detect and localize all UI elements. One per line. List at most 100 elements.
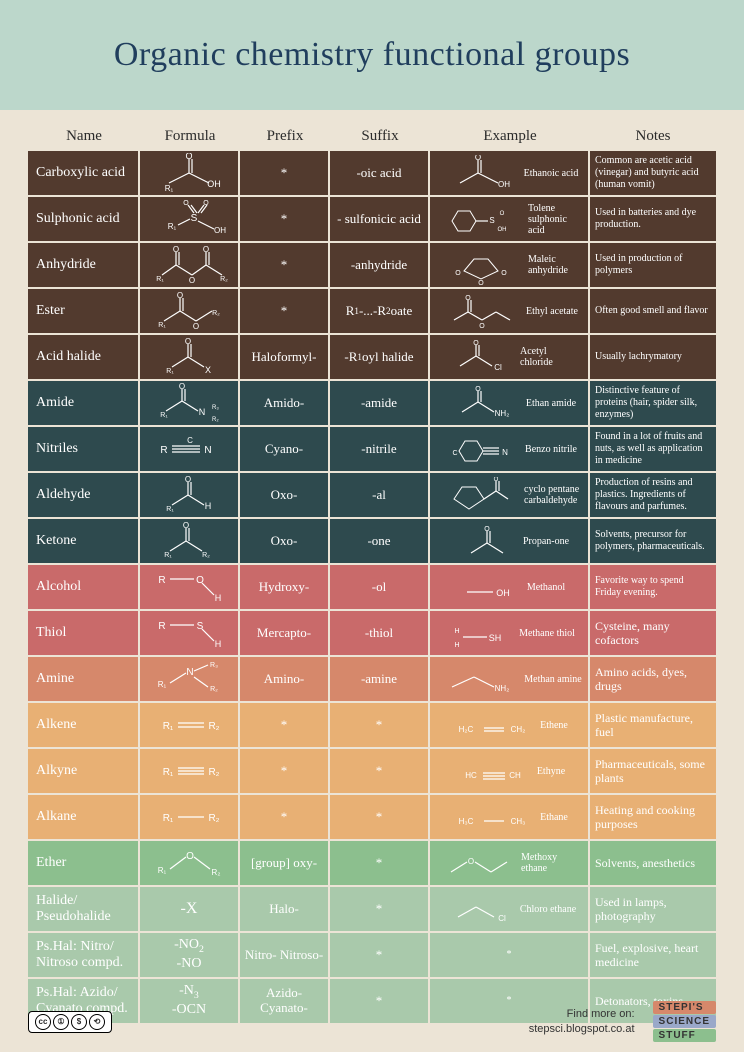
cell-suffix: -amide	[330, 381, 428, 425]
svg-text:H: H	[455, 628, 460, 635]
svg-text:O: O	[475, 155, 481, 162]
cell-prefix: Nitro- Nitroso-	[240, 933, 328, 977]
cell-example: OOOMaleic anhydride	[430, 243, 588, 287]
svg-text:R₁: R₁	[164, 552, 172, 559]
cell-suffix: -one	[330, 519, 428, 563]
cell-suffix: -anhydride	[330, 243, 428, 287]
cell-formula: R₁OOH	[140, 151, 238, 195]
cell-formula: R₁OR₂	[140, 841, 238, 885]
cell-formula: RCN	[140, 427, 238, 471]
title-banner: Organic chemistry functional groups	[0, 0, 744, 110]
svg-text:R₁: R₁	[158, 322, 166, 329]
table-row: AmineR₁NR₃R₂Amino--amineNH₂Methan amineA…	[28, 657, 716, 701]
svg-text:S: S	[191, 213, 198, 224]
cell-example: OOEthyl acetate	[430, 289, 588, 333]
table-row: AlkeneR₁R₂**H₂CCH₂EthenePlastic manufact…	[28, 703, 716, 747]
cell-notes: Heating and cooking purposes	[590, 795, 716, 839]
cell-suffix: -oic acid	[330, 151, 428, 195]
svg-text:O: O	[455, 270, 461, 277]
cell-prefix: [group] oxy-	[240, 841, 328, 885]
svg-text:R₁: R₁	[158, 680, 167, 689]
svg-text:HC: HC	[465, 771, 477, 780]
cell-name: Ester	[28, 289, 138, 333]
functional-groups-table: Name Formula Prefix Suffix Example Notes…	[0, 110, 744, 1031]
cell-formula: R₁NR₃R₂	[140, 657, 238, 701]
svg-text:R₁: R₁	[163, 813, 174, 824]
svg-text:H₃C: H₃C	[459, 817, 474, 826]
cell-example: *	[430, 933, 588, 977]
svg-text:H: H	[205, 501, 212, 511]
svg-text:O: O	[468, 857, 474, 866]
cell-notes: Usually lachrymatory	[590, 335, 716, 379]
svg-text:Cl: Cl	[494, 363, 502, 372]
svg-text:O: O	[484, 526, 490, 533]
svg-text:OH: OH	[496, 588, 510, 598]
svg-text:R₂: R₂	[220, 276, 228, 283]
svg-text:R₁: R₁	[166, 368, 174, 375]
cell-formula: OR₁H	[140, 473, 238, 517]
cc-license-badge: cc ① $ ⟲	[28, 1011, 112, 1033]
cell-suffix: -nitrile	[330, 427, 428, 471]
svg-text:O: O	[203, 245, 209, 254]
svg-text:O: O	[501, 270, 507, 277]
cell-name: Nitriles	[28, 427, 138, 471]
cell-formula: OR₁NR₃R₂	[140, 381, 238, 425]
cell-suffix: - sulfonicic acid	[330, 197, 428, 241]
svg-text:R₁: R₁	[168, 222, 177, 231]
svg-text:CH₃: CH₃	[511, 817, 526, 826]
svg-text:X: X	[205, 365, 211, 375]
svg-text:CH: CH	[509, 771, 521, 780]
svg-text:NH₂: NH₂	[495, 409, 510, 418]
svg-text:Cl: Cl	[498, 914, 506, 923]
svg-text:R₁: R₁	[156, 276, 164, 283]
svg-text:R₂: R₂	[208, 767, 219, 778]
cell-notes: Distinctive feature of proteins (hair, s…	[590, 381, 716, 425]
svg-text:O: O	[203, 200, 209, 207]
svg-text:R: R	[158, 575, 165, 586]
cell-formula: -X	[140, 887, 238, 931]
cell-example: H₃CCH₃Ethane	[430, 795, 588, 839]
cell-example: H₂CCH₂Ethene	[430, 703, 588, 747]
cell-prefix: *	[240, 749, 328, 793]
cell-notes: Fuel, explosive, heart medicine	[590, 933, 716, 977]
table-row: Acid halideOR₁XHaloformyl--R1oyl halideO…	[28, 335, 716, 379]
stepi-logo: STEPI'SSCIENCESTUFF	[653, 1001, 716, 1042]
find-more: Find more on: stepsci.blogspot.co.at	[529, 1007, 635, 1036]
by-icon: ①	[53, 1014, 69, 1030]
cell-notes: Plastic manufacture, fuel	[590, 703, 716, 747]
table-row: Carboxylic acidR₁OOH*-oic acidOOHEthanoi…	[28, 151, 716, 195]
cell-formula: -NO2-NO	[140, 933, 238, 977]
cell-example: HCCHEthyne	[430, 749, 588, 793]
col-example: Example	[430, 128, 590, 145]
svg-text:O: O	[185, 475, 191, 484]
svg-text:OH: OH	[498, 227, 507, 233]
svg-text:H: H	[215, 639, 222, 649]
cell-prefix: Mercapto-	[240, 611, 328, 655]
cell-name: Alcohol	[28, 565, 138, 609]
cell-formula: RSH	[140, 611, 238, 655]
svg-text:OH: OH	[498, 180, 510, 189]
svg-text:O: O	[475, 386, 481, 393]
cell-name: Alkene	[28, 703, 138, 747]
cell-name: Anhydride	[28, 243, 138, 287]
svg-text:R₁: R₁	[163, 721, 174, 732]
cell-name: Ether	[28, 841, 138, 885]
svg-text:NH₂: NH₂	[495, 684, 510, 693]
svg-text:O: O	[500, 211, 505, 217]
svg-text:R₂: R₂	[212, 310, 220, 317]
svg-text:O: O	[185, 337, 191, 346]
svg-text:R₃: R₃	[212, 405, 219, 411]
col-prefix: Prefix	[240, 128, 330, 145]
cell-name: Thiol	[28, 611, 138, 655]
cell-example: OHMethanol	[430, 565, 588, 609]
svg-text:S: S	[489, 216, 494, 225]
column-headers: Name Formula Prefix Suffix Example Notes	[28, 128, 716, 145]
cell-name: Acid halide	[28, 335, 138, 379]
cell-example: ONH₂Ethan amide	[430, 381, 588, 425]
cell-name: Ps.Hal: Nitro/ Nitroso compd.	[28, 933, 138, 977]
cell-formula: OOOR₁R₂	[140, 243, 238, 287]
svg-text:R₁: R₁	[158, 866, 167, 875]
cell-example: Ocyclo pentane carbaldehyde	[430, 473, 588, 517]
cell-notes: Solvents, anesthetics	[590, 841, 716, 885]
svg-text:O: O	[186, 851, 194, 862]
